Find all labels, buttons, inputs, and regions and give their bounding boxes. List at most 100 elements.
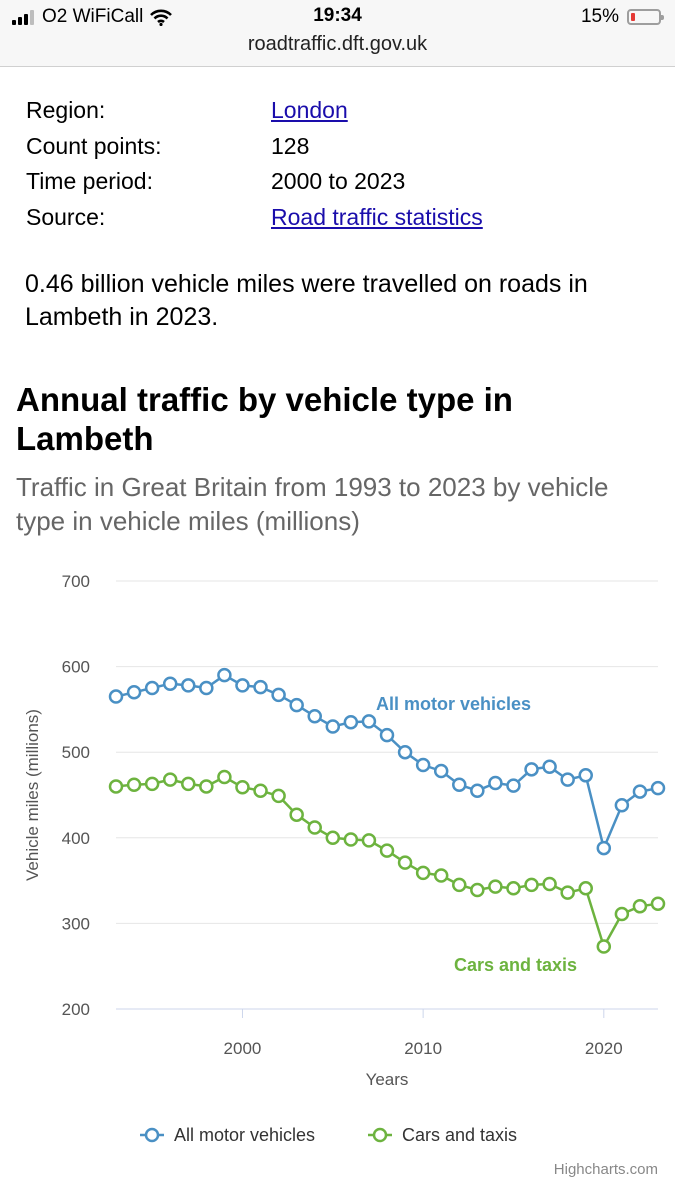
data-point-all-motor-vehicles [542, 759, 557, 775]
data-point-all-motor-vehicles [397, 744, 413, 760]
data-point-cars-and-taxis [325, 830, 341, 846]
carrier-name: O2 WiFiCall [42, 6, 144, 27]
data-point-cars-and-taxis [415, 865, 431, 881]
data-point-all-motor-vehicles [524, 762, 539, 777]
data-point-cars-and-taxis [470, 882, 485, 898]
data-point-all-motor-vehicles [650, 780, 666, 796]
info-row-count-points: Count points: 128 [26, 129, 483, 165]
data-point-cars-and-taxis [632, 899, 648, 914]
x-axis-title: Years [366, 1070, 409, 1089]
data-point-cars-and-taxis [397, 855, 413, 870]
x-tick-label: 2000 [224, 1039, 262, 1058]
y-axis-ticks: 200 300 400 500 600 700 [62, 572, 90, 1019]
legend-item-cars-and-taxis[interactable]: Cars and taxis [368, 1125, 517, 1145]
status-bar: O2 WiFiCall 19:34 15% [0, 0, 675, 34]
data-point-all-motor-vehicles [560, 772, 575, 787]
data-point-cars-and-taxis [452, 877, 467, 893]
info-label: Source: [26, 203, 106, 230]
url-text: roadtraffic.dft.gov.uk [247, 33, 428, 55]
data-point-cars-and-taxis [181, 776, 196, 792]
data-point-cars-and-taxis [596, 939, 612, 954]
x-axis-ticks: 2000 2010 2020 [224, 1009, 623, 1058]
battery-icon [627, 9, 664, 25]
y-tick-label: 400 [62, 829, 90, 848]
data-point-cars-and-taxis [542, 876, 557, 892]
y-tick-label: 600 [62, 658, 90, 677]
data-point-all-motor-vehicles [343, 714, 359, 730]
data-point-cars-and-taxis [108, 779, 124, 794]
data-point-cars-and-taxis [307, 820, 322, 835]
info-label: Region: [26, 97, 106, 123]
legend-item-all-motor-vehicles[interactable]: All motor vehicles [140, 1125, 315, 1145]
info-table: Region: London Count points: 128 Time pe… [26, 93, 483, 235]
summary-text: 0.46 billion vehicle miles were travelle… [25, 270, 588, 331]
data-point-cars-and-taxis [578, 881, 593, 896]
info-value: 128 [271, 132, 310, 159]
region-link[interactable]: London [271, 97, 348, 123]
data-point-all-motor-vehicles [506, 778, 521, 793]
clock-time: 19:34 [313, 5, 362, 26]
legend-marker [372, 1127, 388, 1143]
data-point-cars-and-taxis [199, 779, 214, 794]
data-point-all-motor-vehicles [108, 689, 124, 704]
series-label-cars-and-taxis: Cars and taxis [454, 955, 577, 975]
data-point-cars-and-taxis [433, 868, 449, 883]
series-label-all-motor-vehicles: All motor vehicles [376, 694, 531, 714]
data-point-cars-and-taxis [379, 843, 395, 858]
y-tick-label: 700 [62, 572, 90, 591]
data-point-cars-and-taxis [361, 833, 377, 848]
data-point-all-motor-vehicles [126, 685, 142, 700]
y-axis-title: Vehicle miles (millions) [23, 709, 42, 881]
data-point-all-motor-vehicles [452, 777, 467, 792]
data-point-cars-and-taxis [524, 877, 539, 893]
data-point-all-motor-vehicles [144, 680, 160, 696]
legend: All motor vehicles Cars and taxis [140, 1125, 517, 1145]
data-point-all-motor-vehicles [289, 697, 304, 713]
data-point-all-motor-vehicles [433, 763, 449, 779]
legend-label: All motor vehicles [174, 1125, 315, 1145]
data-point-cars-and-taxis [488, 879, 503, 894]
y-tick-label: 200 [62, 1000, 90, 1019]
info-row-time-period: Time period: 2000 to 2023 [26, 164, 483, 200]
wifi-icon [150, 9, 173, 26]
info-label: Time period: [26, 168, 153, 194]
data-point-all-motor-vehicles [470, 783, 485, 798]
data-point-cars-and-taxis [253, 783, 268, 798]
y-tick-label: 500 [62, 743, 90, 762]
source-link[interactable]: Road traffic statistics [271, 203, 483, 230]
gridlines [116, 580, 658, 924]
data-point-all-motor-vehicles [307, 708, 322, 724]
data-point-cars-and-taxis [650, 896, 666, 911]
info-value: 2000 to 2023 [271, 168, 406, 194]
data-point-all-motor-vehicles [361, 714, 377, 729]
legend-marker [144, 1127, 160, 1143]
data-point-all-motor-vehicles [181, 678, 196, 693]
line-chart: 200 300 400 500 600 700 2000 2010 2020 Vehicle … [23, 572, 666, 1178]
data-point-all-motor-vehicles [199, 680, 214, 696]
chart-subtitle: Traffic in Great Britain from 1993 to 20… [16, 472, 609, 536]
cellular-signal-icon [12, 9, 34, 25]
battery-percent: 15% [580, 6, 619, 27]
data-point-all-motor-vehicles [217, 667, 232, 683]
data-point-all-motor-vehicles [162, 676, 178, 691]
data-point-cars-and-taxis [343, 832, 359, 847]
y-tick-label: 300 [62, 914, 90, 933]
highcharts-credits[interactable]: Highcharts.com [554, 1161, 658, 1178]
data-point-cars-and-taxis [235, 780, 250, 795]
info-label: Count points: [26, 132, 162, 159]
data-point-cars-and-taxis [217, 769, 232, 785]
data-point-cars-and-taxis [506, 881, 521, 896]
data-point-cars-and-taxis [289, 807, 304, 822]
data-point-cars-and-taxis [614, 906, 630, 922]
info-row-source: Source: Road traffic statistics [26, 200, 483, 236]
data-point-cars-and-taxis [271, 788, 286, 804]
divider [0, 66, 675, 67]
data-point-all-motor-vehicles [632, 784, 648, 799]
data-point-all-motor-vehicles [415, 757, 431, 773]
data-point-all-motor-vehicles [271, 687, 286, 703]
data-point-all-motor-vehicles [596, 840, 612, 856]
data-point-all-motor-vehicles [253, 679, 268, 695]
x-tick-label: 2010 [404, 1039, 442, 1058]
address-bar[interactable]: roadtraffic.dft.gov.uk [0, 34, 675, 66]
data-point-cars-and-taxis [126, 777, 142, 792]
